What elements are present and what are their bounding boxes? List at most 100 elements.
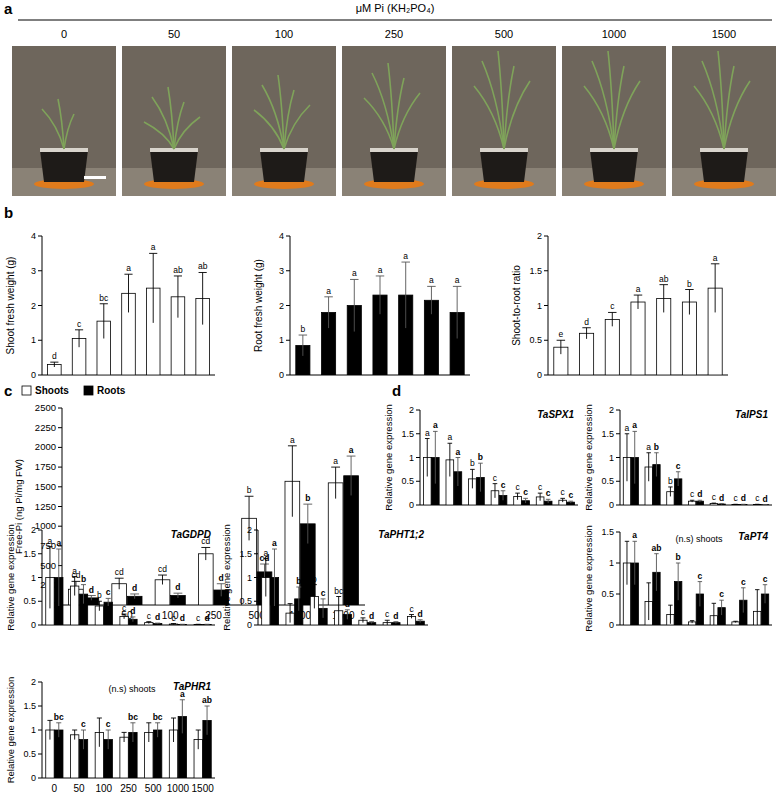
- y-tick-label: 1: [609, 453, 614, 463]
- y-tick-label: 1000: [35, 520, 56, 531]
- significance-letter: a: [349, 445, 354, 455]
- leaf: [168, 87, 174, 149]
- significance-letter: c: [493, 473, 498, 483]
- significance-letter: c: [676, 461, 681, 471]
- error-bar: [369, 622, 374, 624]
- y-tick: [38, 530, 42, 531]
- leaf: [394, 93, 420, 149]
- error-bar: [130, 617, 135, 622]
- y-tick: [616, 457, 620, 458]
- y-tick: [58, 526, 62, 527]
- photo-title: μM Pi (KH₂PO₄): [356, 2, 435, 14]
- error-bar: [100, 304, 108, 339]
- y-tick-label: 0.5: [23, 596, 36, 606]
- error-bar: [171, 718, 176, 742]
- error-bar: [312, 585, 317, 609]
- error-bar: [690, 621, 694, 623]
- leaf: [614, 81, 640, 149]
- significance-letter: a: [403, 251, 408, 261]
- error-bar: [385, 620, 390, 625]
- significance-letter: b: [676, 552, 681, 562]
- error-bar: [712, 603, 716, 625]
- figure: abcdμM Pi (KH₂PO₄)0501002505001000150001…: [0, 0, 778, 806]
- y-tick: [38, 601, 42, 602]
- error-bar: [719, 600, 723, 615]
- error-bar: [47, 720, 52, 739]
- bar: [696, 501, 703, 505]
- photo-label: 100: [275, 28, 293, 40]
- significance-letter: ab: [202, 695, 212, 705]
- significance-letter: d: [132, 583, 137, 593]
- bar: [740, 504, 747, 505]
- legend-label: Roots: [97, 385, 126, 396]
- error-bar: [712, 503, 716, 505]
- y-tick-label: 0.5: [529, 335, 542, 345]
- bar: [605, 319, 619, 375]
- error-bar: [155, 623, 160, 625]
- bar: [153, 624, 161, 625]
- error-bar: [149, 253, 157, 323]
- significance-letter: d: [418, 609, 423, 619]
- error-bar: [538, 493, 543, 501]
- bar: [178, 624, 186, 625]
- x-tick-label: 100: [95, 783, 112, 794]
- y-tick-label: 0.5: [239, 596, 252, 606]
- chart: 00.511.52Relative gene expressionaabcccc…: [583, 404, 772, 511]
- y-tick: [616, 625, 620, 626]
- significance-letter: a: [636, 284, 641, 294]
- error-bar: [360, 618, 365, 623]
- y-tick: [254, 601, 258, 602]
- leaf: [724, 81, 750, 149]
- significance-letter: d: [345, 599, 350, 609]
- photo: [232, 46, 336, 196]
- leaf: [474, 86, 504, 149]
- pot: [480, 150, 528, 182]
- significance-letter: ab: [651, 543, 661, 553]
- significance-letter: ab: [173, 265, 183, 275]
- significance-letter: bc: [128, 712, 138, 722]
- y-tick: [416, 410, 420, 411]
- y-tick-label: 0.5: [401, 476, 414, 486]
- error-bar: [115, 578, 124, 589]
- significance-letter: d: [697, 489, 702, 499]
- error-bar: [180, 700, 185, 734]
- error-bar: [50, 362, 58, 367]
- error-bar: [755, 590, 759, 625]
- y-tick-label: 2: [609, 405, 614, 415]
- photo-label: 500: [495, 28, 513, 40]
- marks: [623, 431, 768, 505]
- y-tick: [544, 236, 548, 237]
- significance-letter: a: [447, 432, 452, 442]
- y-tick-label: 0.5: [23, 749, 36, 759]
- significance-letter: a: [713, 253, 718, 263]
- bar: [718, 504, 725, 505]
- error-bar: [698, 582, 702, 607]
- error-bar: [418, 620, 423, 623]
- y-tick: [416, 433, 420, 434]
- error-bar: [634, 295, 642, 309]
- y-tick-label: 500: [40, 560, 56, 571]
- error-bar: [196, 624, 201, 625]
- y-tick-label: 0: [247, 620, 252, 630]
- y-tick: [254, 625, 258, 626]
- y-tick-label: 2: [409, 405, 414, 415]
- error-bar: [288, 446, 297, 517]
- significance-letter: a: [326, 286, 331, 296]
- bar: [70, 735, 78, 778]
- error-bar: [272, 549, 277, 606]
- leaf: [504, 66, 514, 149]
- letters: aabccccabcdddd: [625, 420, 768, 503]
- chart: 00.511.52Relative gene expressionaabcccc…: [383, 404, 578, 511]
- significance-letter: b: [305, 493, 310, 503]
- significance-letter: a: [632, 420, 637, 430]
- significance-letter: d: [393, 611, 398, 621]
- error-bar: [201, 547, 210, 560]
- significance-letter: b: [296, 576, 301, 586]
- significance-letter: c: [106, 587, 111, 597]
- y-tick-label: 2: [247, 525, 252, 535]
- significance-letter: a: [378, 265, 383, 275]
- leaf: [498, 51, 504, 149]
- y-tick: [38, 553, 42, 554]
- significance-letter: c: [755, 493, 760, 503]
- bar: [754, 504, 761, 505]
